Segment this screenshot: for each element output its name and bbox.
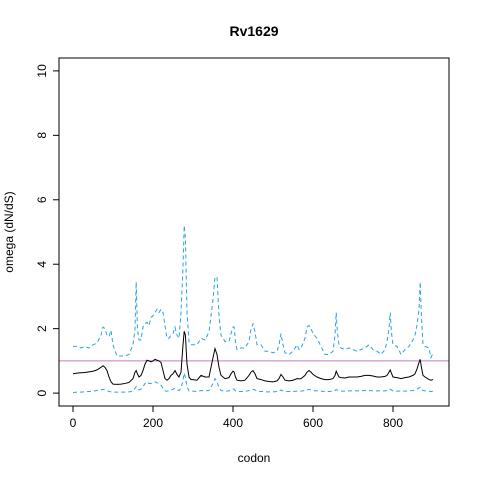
chart-title: Rv1629 xyxy=(229,23,278,39)
x-tick-label: 600 xyxy=(303,416,323,430)
x-tick-label: 800 xyxy=(383,416,403,430)
plot-frame xyxy=(58,57,450,407)
y-tick-label: 8 xyxy=(35,132,49,139)
y-tick-label: 0 xyxy=(35,389,49,396)
x-tick-label: 400 xyxy=(223,416,243,430)
x-axis: 0 200 400 600 800 xyxy=(70,405,403,430)
y-tick-label: 6 xyxy=(35,196,49,203)
x-tick-label: 200 xyxy=(143,416,163,430)
series-line-mean xyxy=(72,331,434,385)
y-axis: 0 2 4 6 8 10 xyxy=(35,64,60,396)
y-tick-label: 10 xyxy=(35,64,49,78)
x-tick-label: 0 xyxy=(70,416,77,430)
series-line-upper xyxy=(73,225,434,360)
y-axis-label: omega (dN/dS) xyxy=(2,191,16,272)
plot-area xyxy=(59,225,449,393)
series-line-lower xyxy=(72,372,434,393)
x-axis-label: codon xyxy=(238,451,271,465)
y-tick-label: 4 xyxy=(35,261,49,268)
y-tick-label: 2 xyxy=(35,325,49,332)
